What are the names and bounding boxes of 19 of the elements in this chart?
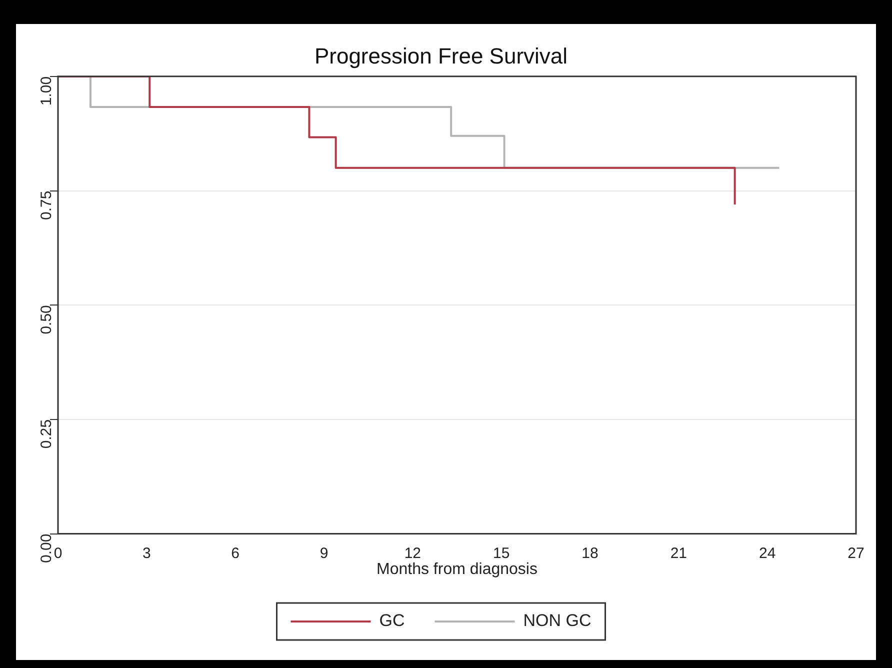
y-tick-label: 1.00: [38, 76, 56, 106]
x-tick-label: 0: [54, 544, 62, 562]
x-tick-label: 9: [320, 544, 328, 562]
x-tick-label: 24: [758, 544, 776, 562]
x-axis-title: Months from diagnosis: [376, 560, 538, 578]
x-tick-label: 3: [142, 544, 151, 562]
x-tick-label: 27: [848, 544, 864, 562]
y-tick-label: 0.00: [38, 534, 56, 564]
x-tick-label: 12: [404, 544, 422, 562]
x-tick-label: 21: [670, 544, 688, 562]
chart-title: Progression Free Survival: [314, 43, 568, 68]
x-tick-label: 18: [582, 544, 598, 562]
x-tick-label: 6: [231, 544, 240, 562]
legend-label: GC: [379, 611, 405, 630]
y-tick-label: 0.75: [38, 190, 56, 220]
legend-label: NON GC: [523, 611, 592, 630]
x-tick-label: 15: [492, 544, 510, 562]
y-tick-label: 0.25: [38, 419, 56, 449]
y-tick-label: 0.50: [38, 305, 56, 334]
